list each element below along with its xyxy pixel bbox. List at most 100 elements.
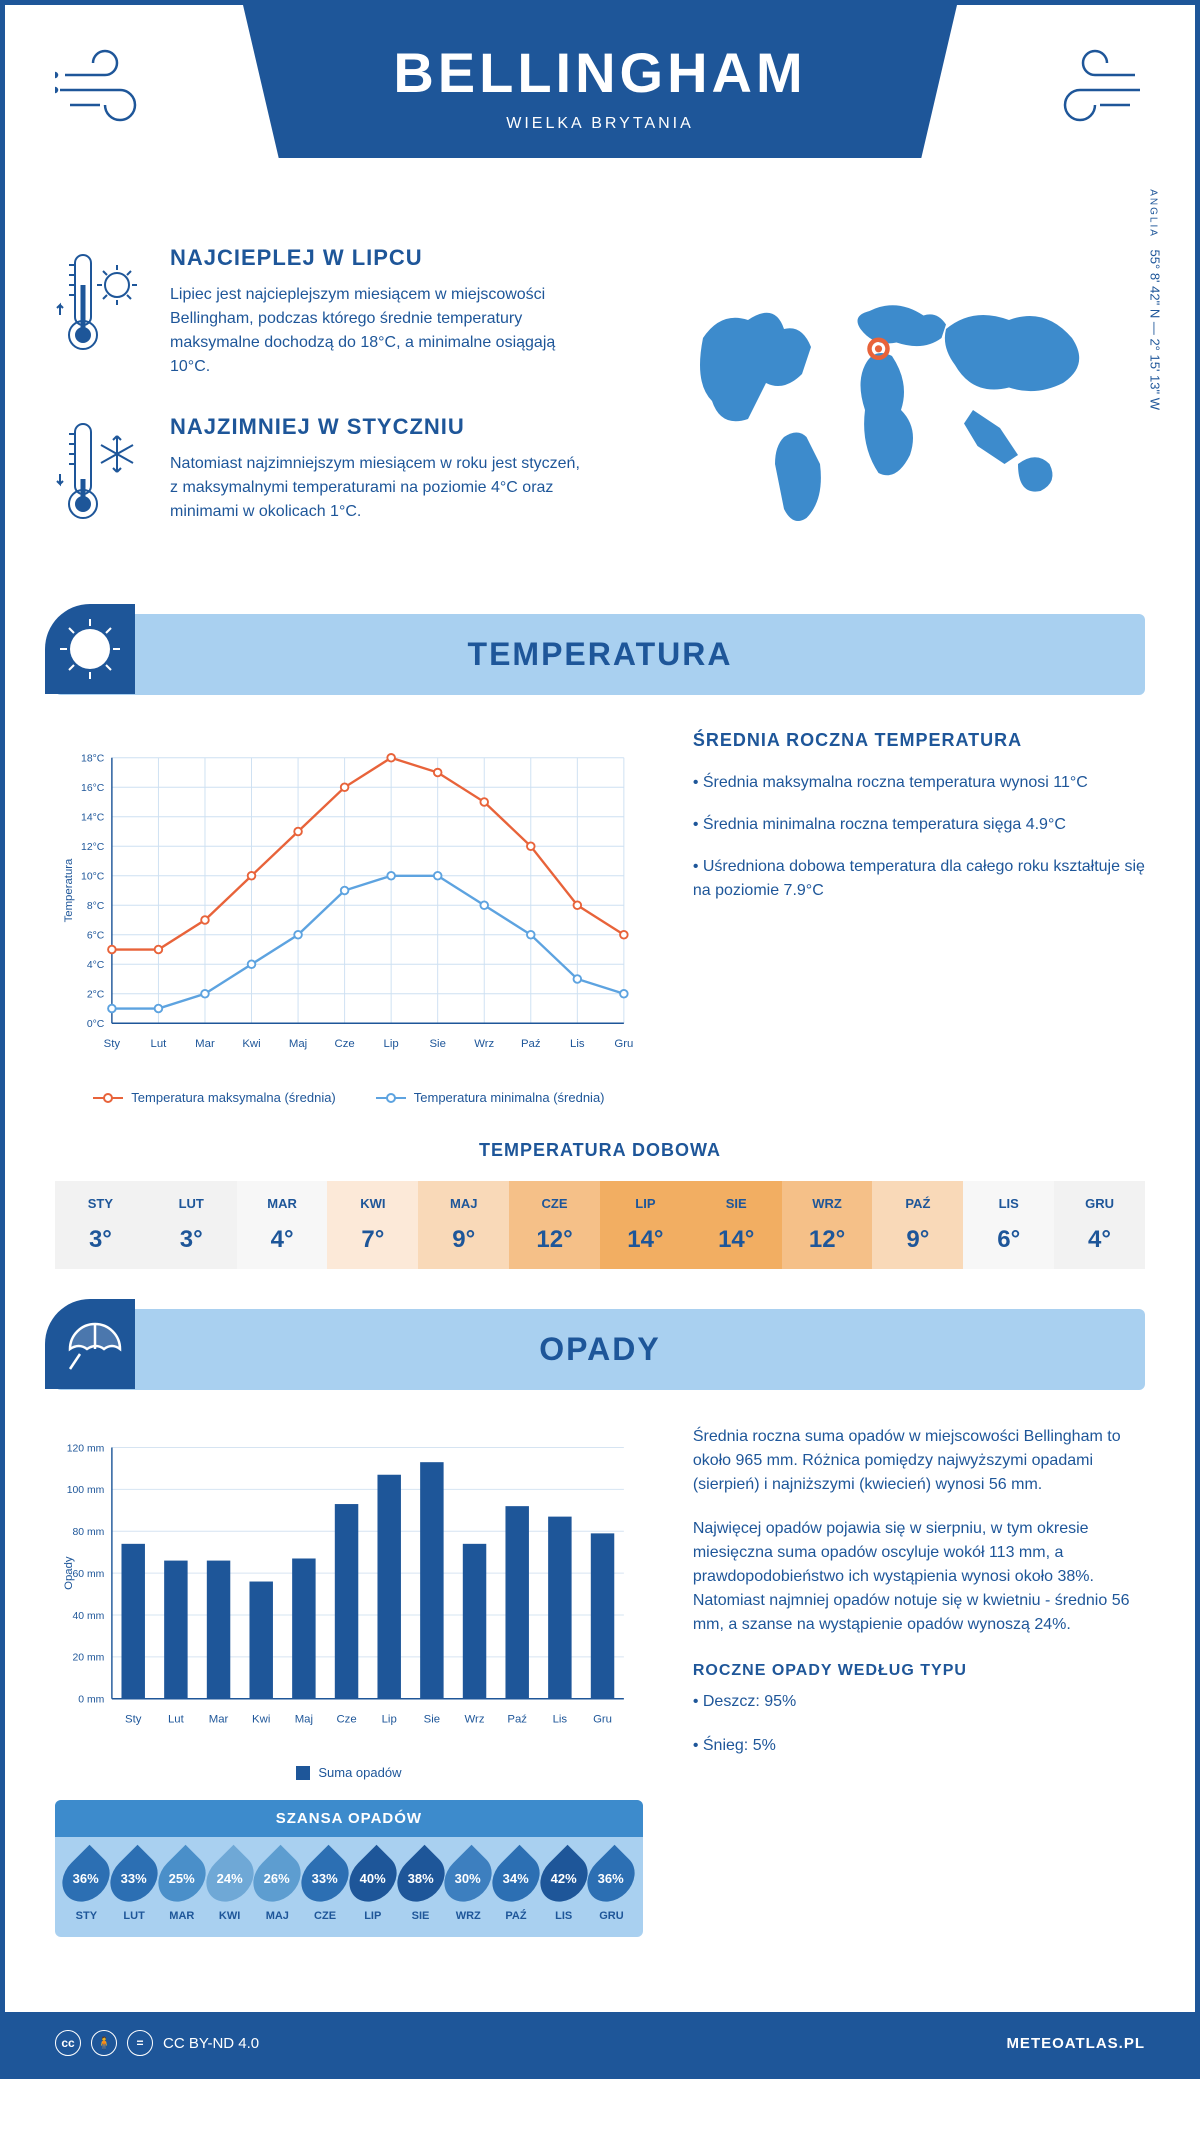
site-label: METEOATLAS.PL [1006,2035,1145,2052]
precip-chance-cell: 36%GRU [590,1852,633,1922]
svg-text:14°C: 14°C [81,813,105,824]
svg-text:Lis: Lis [553,1713,568,1725]
svg-text:4°C: 4°C [87,960,105,971]
license-label: CC BY-ND 4.0 [163,2035,259,2052]
daily-temp-cell: LUT3° [146,1181,237,1269]
svg-text:18°C: 18°C [81,754,105,765]
svg-text:0°C: 0°C [87,1019,105,1030]
svg-text:Temperatura: Temperatura [63,858,75,922]
daily-temp-cell: KWI7° [327,1181,418,1269]
daily-temp-cell: PAŹ9° [872,1181,963,1269]
legend-max-label: Temperatura maksymalna (średnia) [131,1090,335,1105]
svg-text:Mar: Mar [209,1713,229,1725]
svg-text:16°C: 16°C [81,783,105,794]
precip-chance-cell: 26%MAJ [256,1852,299,1922]
precip-chance-panel: SZANSA OPADÓW 36%STY33%LUT25%MAR24%KWI26… [55,1800,643,1937]
by-icon: 🧍 [91,2030,117,2056]
svg-text:Wrz: Wrz [465,1713,485,1725]
umbrella-icon [45,1299,135,1389]
daily-temp-cell: MAR4° [237,1181,328,1269]
svg-text:40 mm: 40 mm [72,1611,104,1622]
page-title: BELLINGHAM [243,40,957,105]
svg-text:Kwi: Kwi [242,1038,260,1050]
svg-text:6°C: 6°C [87,931,105,942]
precip-legend: Suma opadów [318,1765,401,1780]
precip-text: Średnia roczna suma opadów w miejscowośc… [693,1425,1145,1957]
svg-text:8°C: 8°C [87,901,105,912]
svg-text:Lip: Lip [382,1713,397,1725]
cold-text: Natomiast najzimniejszym miesiącem w rok… [170,452,580,524]
svg-text:80 mm: 80 mm [72,1527,104,1538]
daily-temp-cell: LIP14° [600,1181,691,1269]
svg-text:Paź: Paź [521,1038,541,1050]
svg-text:Mar: Mar [195,1038,215,1050]
precip-chance-cell: 33%CZE [304,1852,347,1922]
svg-text:Lut: Lut [151,1038,168,1050]
precip-chance-cell: 25%MAR [160,1852,203,1922]
svg-text:Lis: Lis [570,1038,585,1050]
svg-text:60 mm: 60 mm [72,1569,104,1580]
hottest-block: NAJCIEPLEJ W LIPCU Lipiec jest najcieple… [55,245,580,379]
daily-temp-table: STY3°LUT3°MAR4°KWI7°MAJ9°CZE12°LIP14°SIE… [55,1181,1145,1269]
thermometer-cold-icon [55,414,145,539]
precip-chance-cell: 33%LUT [113,1852,156,1922]
precip-chance-cell: 42%LIS [542,1852,585,1922]
svg-text:Sie: Sie [429,1038,445,1050]
daily-temp-cell: STY3° [55,1181,146,1269]
svg-text:Cze: Cze [335,1038,355,1050]
svg-text:Kwi: Kwi [252,1713,270,1725]
precip-chance-cell: 38%SIE [399,1852,442,1922]
temperature-section-header: TEMPERATURA [55,614,1145,695]
svg-text:Sty: Sty [104,1038,121,1050]
precip-chance-cell: 36%STY [65,1852,108,1922]
svg-text:Maj: Maj [295,1713,313,1725]
svg-text:Maj: Maj [289,1038,307,1050]
svg-text:Gru: Gru [614,1038,633,1050]
svg-text:10°C: 10°C [81,872,105,883]
temperature-line-chart: 0°C 2°C 4°C 6°C 8°C 10°C 12°C 14°C 16°C 18°C Sty Lu… [55,730,643,1105]
cc-icon: cc [55,2030,81,2056]
svg-text:Opady: Opady [63,1556,75,1590]
precipitation-bar-chart: 0 mm 20 mm 40 mm 60 mm 80 mm 100 mm 120 mm Sty L… [55,1425,643,1780]
hot-text: Lipiec jest najcieplejszym miesiącem w m… [170,283,580,379]
daily-temp-cell: MAJ9° [418,1181,509,1269]
annual-temp-info: ŚREDNIA ROCZNA TEMPERATURA • Średnia mak… [693,730,1145,1105]
daily-temp-title: TEMPERATURA DOBOWA [55,1140,1145,1161]
hot-title: NAJCIEPLEJ W LIPCU [170,245,580,271]
svg-text:120 mm: 120 mm [67,1443,105,1454]
svg-text:Wrz: Wrz [474,1038,494,1050]
sun-icon [45,604,135,694]
daily-temp-cell: GRU4° [1054,1181,1145,1269]
daily-temp-cell: LIS6° [963,1181,1054,1269]
svg-text:Sie: Sie [424,1713,440,1725]
svg-text:Cze: Cze [336,1713,356,1725]
precip-chance-cell: 40%LIP [351,1852,394,1922]
coldest-block: NAJZIMNIEJ W STYCZNIU Natomiast najzimni… [55,414,580,539]
svg-text:12°C: 12°C [81,842,105,853]
precip-chance-cell: 30%WRZ [447,1852,490,1922]
precip-chance-cell: 34%PAŹ [495,1852,538,1922]
world-map-icon [658,284,1108,536]
daily-temp-cell: SIE14° [691,1181,782,1269]
cold-title: NAJZIMNIEJ W STYCZNIU [170,414,580,440]
svg-text:Sty: Sty [125,1713,142,1725]
svg-text:Gru: Gru [593,1713,612,1725]
daily-temp-cell: WRZ12° [782,1181,873,1269]
intro-section: NAJCIEPLEJ W LIPCU Lipiec jest najcieple… [5,205,1195,614]
footer: cc 🧍 = CC BY-ND 4.0 METEOATLAS.PL [5,2012,1195,2074]
page-subtitle: WIELKA BRYTANIA [243,115,957,133]
thermometer-hot-icon [55,245,145,379]
coordinates: ANGLIA 55° 8' 42" N — 2° 15' 13" W [1148,189,1163,410]
svg-text:Lip: Lip [384,1038,399,1050]
nd-icon: = [127,2030,153,2056]
svg-text:100 mm: 100 mm [67,1485,105,1496]
svg-text:0 mm: 0 mm [78,1695,104,1706]
svg-text:20 mm: 20 mm [72,1653,104,1664]
precip-chance-cell: 24%KWI [208,1852,251,1922]
precipitation-section-header: OPADY [55,1309,1145,1390]
svg-text:2°C: 2°C [87,990,105,1001]
header: BELLINGHAM WIELKA BRYTANIA [5,5,1195,205]
svg-text:Paź: Paź [507,1713,527,1725]
legend-min-label: Temperatura minimalna (średnia) [414,1090,605,1105]
svg-text:Lut: Lut [168,1713,185,1725]
